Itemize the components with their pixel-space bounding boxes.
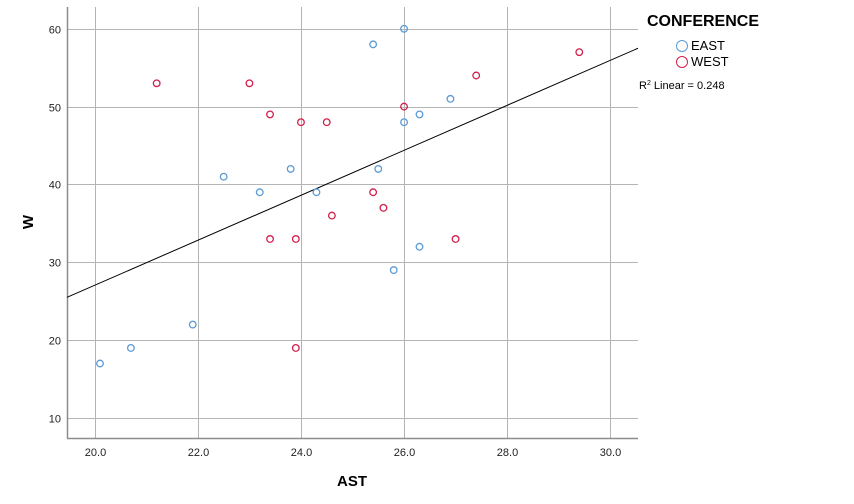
data-point-west bbox=[266, 235, 274, 243]
legend-label-west: WEST bbox=[691, 54, 729, 69]
data-point-west bbox=[297, 118, 305, 127]
data-point-west bbox=[575, 48, 584, 57]
legend-title: CONFERENCE bbox=[647, 13, 760, 30]
data-point-east bbox=[312, 188, 321, 197]
x-tick-label: 30.0 bbox=[600, 447, 621, 459]
data-point-west bbox=[472, 71, 481, 80]
y-tick-label: 20 bbox=[49, 336, 61, 348]
data-point-west bbox=[291, 343, 300, 352]
r2-prefix: R bbox=[639, 80, 647, 92]
data-point-west bbox=[400, 102, 408, 111]
data-point-east bbox=[400, 118, 408, 127]
grid-lines bbox=[67, 7, 638, 438]
y-tick-label: 60 bbox=[49, 25, 61, 37]
data-point-west bbox=[322, 118, 331, 127]
x-tick-label: 26.0 bbox=[394, 447, 415, 459]
legend-item-west: WEST bbox=[676, 54, 729, 69]
legend-item-east: EAST bbox=[676, 38, 725, 53]
x-tick-label: 22.0 bbox=[188, 447, 209, 459]
y-tick-label: 50 bbox=[49, 103, 61, 115]
data-point-east bbox=[96, 359, 104, 368]
fit-line bbox=[66, 47, 639, 298]
y-tick-label: 40 bbox=[49, 180, 61, 192]
data-point-west bbox=[379, 203, 388, 212]
open-circle-icon bbox=[676, 55, 688, 68]
data-point-west bbox=[291, 235, 300, 243]
x-tick-label: 20.0 bbox=[85, 447, 106, 459]
data-point-west bbox=[152, 79, 161, 88]
data-points bbox=[96, 24, 584, 368]
data-point-east bbox=[446, 94, 455, 103]
data-point-east bbox=[415, 110, 424, 119]
data-point-east bbox=[188, 320, 197, 329]
data-point-east bbox=[389, 266, 398, 275]
data-point-west bbox=[266, 110, 274, 119]
r-squared-label: R2 Linear = 0.248 bbox=[639, 80, 725, 92]
axes bbox=[66, 7, 638, 440]
data-point-west bbox=[327, 211, 336, 220]
legend-label-east: EAST bbox=[691, 38, 725, 53]
regression-line bbox=[66, 47, 639, 298]
data-point-east bbox=[400, 24, 408, 33]
y-tick-label: 10 bbox=[49, 414, 61, 426]
data-point-east bbox=[374, 164, 383, 173]
x-axis-title: AST bbox=[337, 473, 367, 490]
data-point-west bbox=[451, 235, 460, 243]
data-point-east bbox=[369, 40, 378, 49]
r2-text: Linear = 0.248 bbox=[650, 80, 725, 92]
y-axis-title: W bbox=[20, 214, 37, 229]
data-point-east bbox=[415, 242, 424, 251]
data-point-east bbox=[219, 172, 228, 181]
data-point-east bbox=[255, 188, 264, 197]
y-tick-label: 30 bbox=[49, 258, 61, 270]
x-tick-label: 28.0 bbox=[497, 447, 518, 459]
open-circle-icon bbox=[676, 39, 688, 52]
r2-superscript: 2 bbox=[646, 80, 651, 87]
x-tick-label: 24.0 bbox=[291, 447, 312, 459]
data-point-east bbox=[126, 343, 135, 352]
data-point-east bbox=[286, 164, 295, 173]
data-point-west bbox=[369, 188, 378, 197]
data-point-west bbox=[245, 79, 254, 88]
tick-labels: 20.0 22.0 24.0 26.0 28.0 30.0 10 20 30 40 50 60 bbox=[49, 25, 621, 460]
